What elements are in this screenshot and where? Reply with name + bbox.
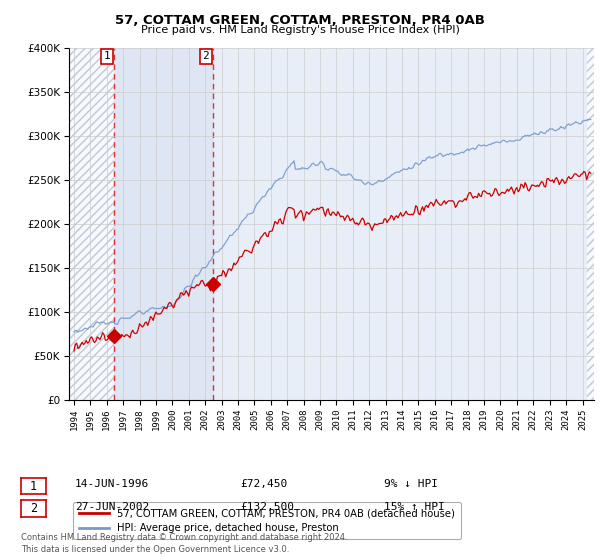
Text: Contains HM Land Registry data © Crown copyright and database right 2024.
This d: Contains HM Land Registry data © Crown c… (21, 533, 347, 554)
Text: 1: 1 (30, 479, 37, 493)
Legend: 57, COTTAM GREEN, COTTAM, PRESTON, PR4 0AB (detached house), HPI: Average price,: 57, COTTAM GREEN, COTTAM, PRESTON, PR4 0… (73, 502, 461, 539)
Text: 15% ↑ HPI: 15% ↑ HPI (384, 502, 445, 512)
Text: 57, COTTAM GREEN, COTTAM, PRESTON, PR4 0AB: 57, COTTAM GREEN, COTTAM, PRESTON, PR4 0… (115, 14, 485, 27)
Text: 27-JUN-2002: 27-JUN-2002 (75, 502, 149, 512)
Text: 2: 2 (30, 502, 37, 515)
Text: Price paid vs. HM Land Registry's House Price Index (HPI): Price paid vs. HM Land Registry's House … (140, 25, 460, 35)
Text: £132,500: £132,500 (240, 502, 294, 512)
Bar (114, 48, 213, 400)
Bar (587, 48, 594, 400)
Bar (69, 48, 114, 400)
Text: 2: 2 (202, 52, 209, 62)
Text: £72,450: £72,450 (240, 479, 287, 489)
Text: 1: 1 (103, 52, 110, 62)
Text: 14-JUN-1996: 14-JUN-1996 (75, 479, 149, 489)
Text: 9% ↓ HPI: 9% ↓ HPI (384, 479, 438, 489)
